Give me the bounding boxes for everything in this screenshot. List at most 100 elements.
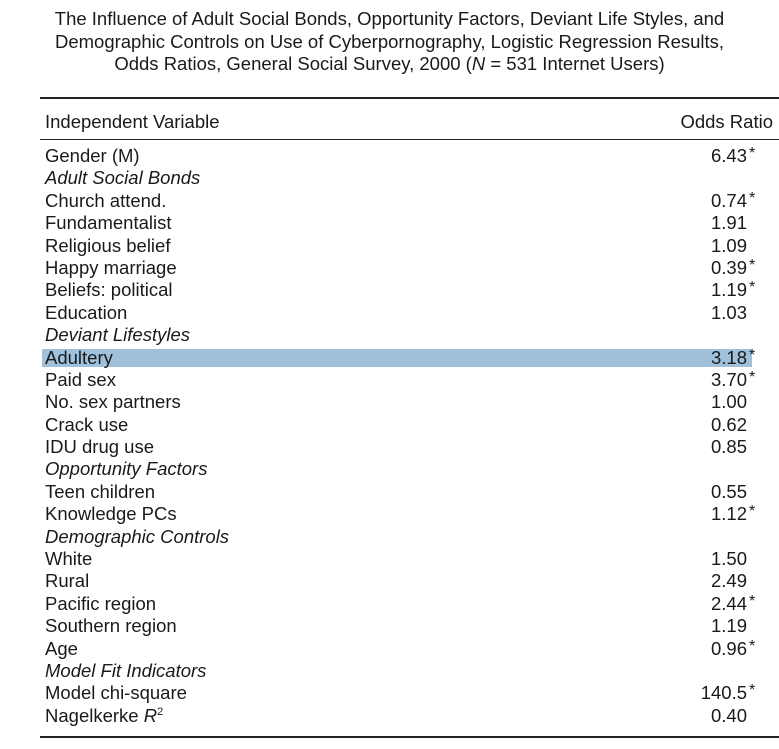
variable-label: Age <box>45 638 78 660</box>
table-row: Fundamentalist 1.91 <box>0 212 779 234</box>
odds-ratio-value: 0.55 <box>710 480 747 502</box>
title-line-2: Demographic Controls on Use of Cyberporn… <box>54 30 725 52</box>
variable-label: Church attend. <box>45 190 166 212</box>
variable-label: White <box>45 548 92 570</box>
variable-label-text: Nagelkerke <box>45 704 144 726</box>
odds-ratio-value: 0.85 <box>710 436 747 458</box>
significance-star: * <box>749 592 756 610</box>
table-row: Adultery 3.18 * <box>0 347 779 369</box>
table-row: Happy marriage 0.39 * <box>0 257 779 279</box>
variable-label-text: Deviant Lifestyles <box>45 324 190 346</box>
variable-label: Religious belief <box>45 235 170 257</box>
variable-label: Crack use <box>45 414 128 436</box>
variable-label: Paid sex <box>45 369 116 391</box>
variable-label: Teen children <box>45 481 155 503</box>
variable-label-text: Religious belief <box>45 234 171 256</box>
section-label: Adult Social Bonds <box>45 167 200 189</box>
odds-ratio-value: 1.19 <box>710 279 747 301</box>
table-row: Crack use 0.62 <box>0 414 779 436</box>
section-header-row: Adult Social Bonds <box>0 167 779 189</box>
odds-ratio-value: 0.40 <box>710 704 747 726</box>
odds-ratio-value: 2.49 <box>710 570 747 592</box>
section-label: Deviant Lifestyles <box>45 324 190 346</box>
variable-label-text: Education <box>45 301 128 323</box>
variable-label: Model chi-square <box>45 682 187 704</box>
column-header-odds-ratio: Odds Ratio <box>680 111 773 132</box>
odds-ratio-value: 140.5 <box>700 682 747 704</box>
variable-label-superscript: 2 <box>157 705 164 718</box>
table-body: Gender (M) 6.43 * Adult Social Bonds Church … <box>0 145 779 727</box>
variable-label-text: Adultery <box>45 346 113 368</box>
table-header-rule <box>40 139 779 140</box>
variable-label-text: Knowledge PCs <box>45 503 177 525</box>
section-header-row: Deviant Lifestyles <box>0 324 779 346</box>
odds-ratio-value: 0.62 <box>710 413 747 435</box>
section-label: Opportunity Factors <box>45 458 207 480</box>
table-row: Model chi-square 140.5 * <box>0 682 779 704</box>
variable-label-text: Beliefs: political <box>45 279 173 301</box>
variable-label: Education <box>45 302 127 324</box>
significance-star: * <box>749 346 756 364</box>
variable-label-text: Model chi-square <box>45 682 187 704</box>
table-row: Rural 2.49 <box>0 570 779 592</box>
variable-label-text: Rural <box>45 570 90 592</box>
variable-label: Southern region <box>45 615 177 637</box>
section-label: Model Fit Indicators <box>45 660 206 682</box>
table-row: Age 0.96 * <box>0 638 779 660</box>
title-line-1: The Influence of Adult Social Bonds, Opp… <box>54 8 725 29</box>
variable-label: Adultery <box>45 347 113 369</box>
title-n-symbol: N <box>471 53 486 74</box>
variable-label-text: Gender (M) <box>45 145 140 166</box>
variable-label-text: Opportunity Factors <box>45 458 208 480</box>
variable-label-text: Fundamentalist <box>45 212 172 234</box>
variable-label: Knowledge PCs <box>45 503 177 525</box>
variable-label: Pacific region <box>45 593 156 615</box>
significance-star: * <box>749 682 756 700</box>
odds-ratio-value: 1.00 <box>710 391 747 413</box>
table-row: Southern region 1.19 <box>0 615 779 637</box>
variable-label: No. sex partners <box>45 391 181 413</box>
variable-label-text: Teen children <box>45 480 156 502</box>
variable-label-text: Model Fit Indicators <box>45 659 207 681</box>
variable-label-text: Age <box>45 637 78 659</box>
table-row: Gender (M) 6.43 * <box>0 145 779 167</box>
table-row: Beliefs: political 1.19 * <box>0 279 779 301</box>
column-header-variable: Independent Variable <box>45 111 220 132</box>
odds-ratio-value: 1.03 <box>710 301 747 323</box>
variable-label-text: Adult Social Bonds <box>45 167 201 189</box>
odds-ratio-value: 3.70 <box>710 368 747 390</box>
variable-label: Happy marriage <box>45 257 177 279</box>
significance-star: * <box>749 637 756 655</box>
significance-star: * <box>749 368 756 386</box>
table-row: IDU drug use 0.85 <box>0 436 779 458</box>
section-header-row: Opportunity Factors <box>0 458 779 480</box>
odds-ratio-value: 3.18 <box>710 346 747 368</box>
table-row: No. sex partners 1.00 <box>0 391 779 413</box>
variable-label-text: Crack use <box>45 413 129 435</box>
section-label: Demographic Controls <box>45 526 229 548</box>
variable-label: Nagelkerke R2 <box>45 705 163 727</box>
variable-label-text: Southern region <box>45 615 177 637</box>
odds-ratio-value: 0.74 <box>710 189 747 211</box>
odds-ratio-value: 1.12 <box>710 503 747 525</box>
table-row: Nagelkerke R2 0.40 <box>0 705 779 727</box>
odds-ratio-value: 1.50 <box>710 548 747 570</box>
variable-label-text: Demographic Controls <box>45 525 230 547</box>
variable-label-text: Pacific region <box>45 592 157 614</box>
section-header-row: Model Fit Indicators <box>0 660 779 682</box>
table-row: Teen children 0.55 <box>0 481 779 503</box>
section-header-row: Demographic Controls <box>0 526 779 548</box>
significance-star: * <box>749 279 756 297</box>
table-title: The Influence of Adult Social Bonds, Opp… <box>0 8 779 76</box>
variable-label: Beliefs: political <box>45 279 173 301</box>
significance-star: * <box>749 503 756 521</box>
odds-ratio-value: 0.39 <box>710 256 747 278</box>
table-row: Education 1.03 <box>0 302 779 324</box>
significance-star: * <box>749 145 756 162</box>
odds-ratio-value: 1.09 <box>710 234 747 256</box>
table-top-rule <box>40 97 779 99</box>
title-line-3: Odds Ratios, General Social Survey, 2000… <box>0 53 779 76</box>
table-row: Pacific region 2.44 * <box>0 593 779 615</box>
variable-label-text: Paid sex <box>45 368 116 390</box>
table-row: Paid sex 3.70 * <box>0 369 779 391</box>
